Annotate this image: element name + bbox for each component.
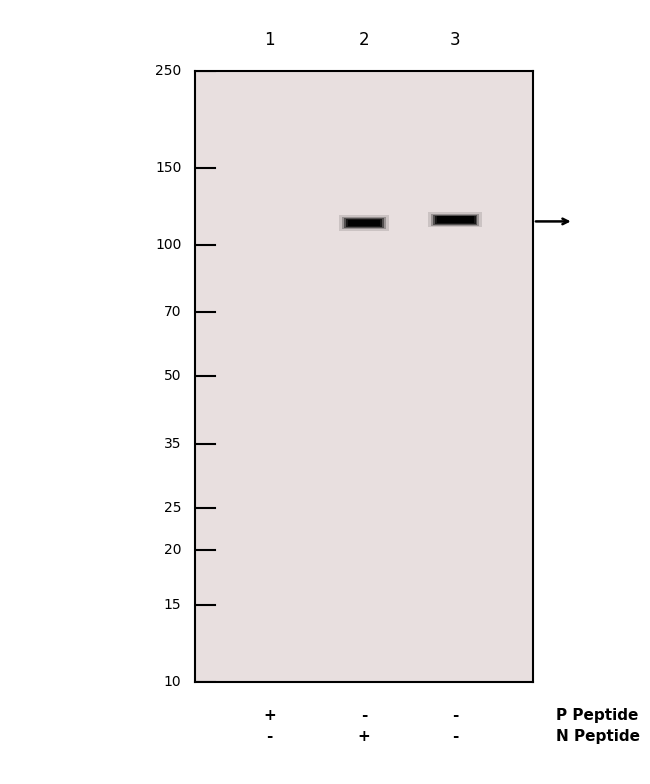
Text: 70: 70 (164, 306, 181, 319)
Text: 50: 50 (164, 369, 181, 383)
Bar (346, 219, 382, 227)
Bar (348, 220, 380, 227)
Bar (431, 214, 479, 226)
Text: -: - (452, 707, 458, 723)
Text: 35: 35 (164, 437, 181, 451)
Text: 100: 100 (155, 238, 181, 252)
Text: 150: 150 (155, 161, 181, 175)
Bar (344, 218, 383, 228)
Bar (339, 216, 389, 230)
Text: -: - (361, 707, 367, 723)
Text: 250: 250 (155, 64, 181, 78)
Text: 10: 10 (164, 675, 181, 689)
Bar (434, 215, 477, 225)
Text: P Peptide: P Peptide (556, 707, 638, 723)
Text: -: - (452, 729, 458, 745)
Bar (435, 216, 476, 224)
Text: 1: 1 (264, 31, 275, 49)
Text: 25: 25 (164, 501, 181, 515)
Text: N Peptide: N Peptide (556, 729, 640, 745)
Text: -: - (266, 729, 272, 745)
Text: 15: 15 (164, 598, 181, 612)
Text: 20: 20 (164, 543, 181, 557)
Bar (428, 212, 482, 227)
Bar (343, 217, 385, 229)
Text: +: + (263, 707, 276, 723)
Text: 2: 2 (359, 31, 369, 49)
Bar (437, 216, 474, 223)
Text: +: + (358, 729, 370, 745)
Text: 3: 3 (450, 31, 461, 49)
